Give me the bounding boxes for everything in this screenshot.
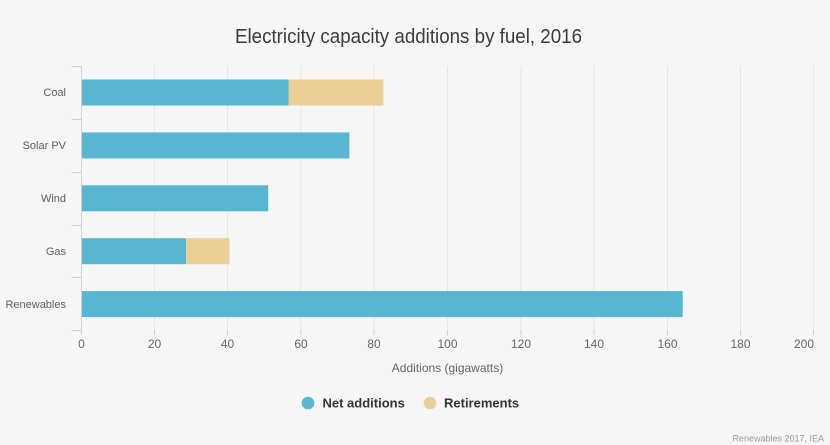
svg-text:100: 100: [437, 337, 457, 351]
svg-text:Renewables 2017, IEA: Renewables 2017, IEA: [732, 434, 824, 444]
svg-text:Gas: Gas: [46, 246, 67, 258]
svg-text:Coal: Coal: [43, 87, 66, 99]
svg-text:0: 0: [78, 337, 85, 351]
svg-text:20: 20: [148, 337, 162, 351]
svg-text:180: 180: [730, 337, 750, 351]
svg-text:Wind: Wind: [41, 193, 66, 205]
svg-text:Renewables: Renewables: [5, 299, 66, 311]
svg-text:40: 40: [221, 337, 235, 351]
svg-text:60: 60: [294, 337, 308, 351]
svg-text:120: 120: [511, 337, 531, 351]
svg-text:Electricity capacity additions: Electricity capacity additions by fuel, …: [235, 26, 582, 48]
svg-text:Retirements: Retirements: [444, 396, 519, 411]
svg-text:80: 80: [367, 337, 381, 351]
svg-text:140: 140: [584, 337, 604, 351]
svg-text:200: 200: [794, 337, 814, 351]
svg-text:160: 160: [657, 337, 677, 351]
svg-text:Net additions: Net additions: [323, 396, 405, 411]
svg-text:Additions (gigawatts): Additions (gigawatts): [392, 361, 503, 375]
svg-text:Solar PV: Solar PV: [23, 140, 67, 152]
